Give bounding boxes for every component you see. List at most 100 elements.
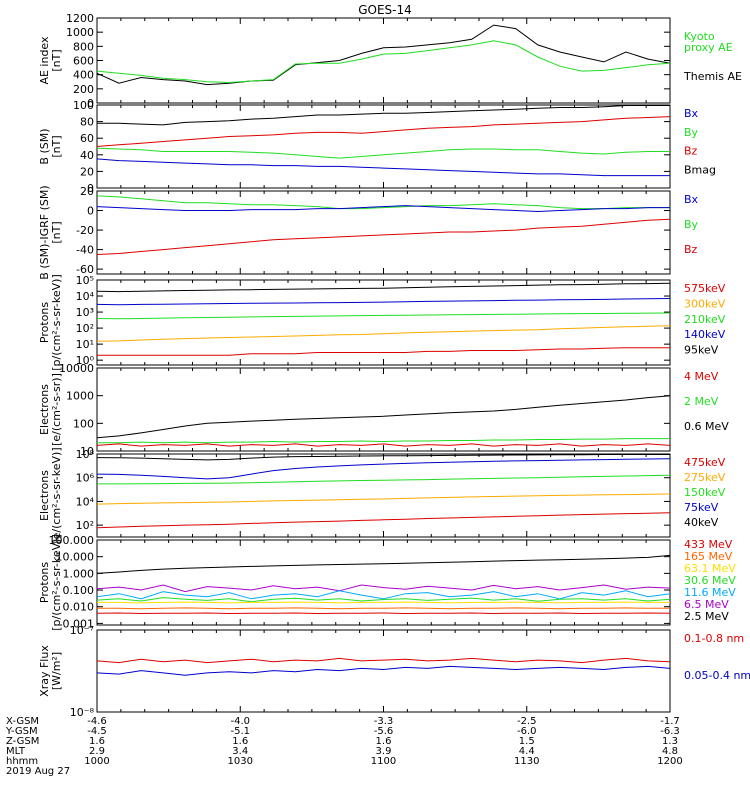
legend-entry: Bz bbox=[684, 145, 698, 158]
y-axis-label: [p/(cm²-s-sr-keV)] bbox=[50, 274, 63, 371]
y-tick-label: 100.000 bbox=[49, 534, 95, 547]
legend-entry: 165 MeV bbox=[684, 550, 733, 563]
legend-entry: 300keV bbox=[684, 297, 726, 310]
y-tick-label: 0.001 bbox=[63, 617, 95, 630]
series-line-40kev bbox=[96, 454, 670, 461]
y-tick-label: -60 bbox=[76, 263, 94, 276]
series-line-themis-ae bbox=[96, 24, 671, 86]
ephemeris-value: -2.5 bbox=[517, 716, 537, 727]
ephemeris-value: 1.6 bbox=[232, 736, 248, 747]
legend-entry: 0.6 MeV bbox=[684, 420, 729, 433]
series-line-165-mev bbox=[97, 607, 670, 610]
ephemeris-value: -6.3 bbox=[660, 726, 680, 737]
legend-entry: 40keV bbox=[684, 516, 719, 529]
series-line-0-05-0-4-nm bbox=[96, 665, 671, 676]
y-tick-label: 10⁸ bbox=[76, 448, 95, 461]
legend-entry: 210keV bbox=[684, 313, 726, 326]
y-axis-label: [nT] bbox=[50, 221, 63, 243]
series-line-bx bbox=[96, 205, 670, 213]
ephemeris-value: 1.6 bbox=[376, 736, 392, 747]
y-tick-label: 800 bbox=[73, 40, 94, 53]
series-line-by bbox=[96, 147, 670, 159]
y-tick-label: 1.000 bbox=[63, 567, 95, 580]
legend-entry: 95keV bbox=[684, 344, 719, 357]
legend-entry: 63.1 MeV bbox=[684, 562, 736, 575]
series-line-575kev bbox=[97, 347, 670, 356]
ephemeris-value: 1130 bbox=[514, 756, 539, 767]
y-tick-label: 1000 bbox=[66, 26, 94, 39]
series-line-bmag bbox=[97, 105, 670, 126]
ephemeris-value: -1.7 bbox=[660, 716, 680, 727]
y-tick-label: 10³ bbox=[76, 306, 94, 319]
series-line-75kev bbox=[96, 458, 671, 480]
series-line-bx bbox=[96, 158, 670, 177]
series-line-6-5-mev bbox=[96, 584, 671, 593]
y-tick-label: 10⁴ bbox=[76, 290, 95, 303]
legend-entry: 75keV bbox=[684, 501, 719, 514]
legend-entry: By bbox=[684, 218, 699, 231]
ephemeris-value: 1.5 bbox=[519, 736, 535, 747]
panel-protons-hi: 100.000 10.000 1.000 0.100 0.010 0.001 Protons… bbox=[38, 534, 736, 631]
y-axis-label: [nT] bbox=[50, 49, 63, 71]
ephemeris-value: -5.1 bbox=[230, 726, 250, 737]
y-tick-label: 10¹ bbox=[76, 338, 94, 351]
y-tick-label: -20 bbox=[76, 224, 94, 237]
ephemeris-value: 1.3 bbox=[662, 736, 678, 747]
ephemeris-value: -6.0 bbox=[517, 726, 537, 737]
legend-entry: 4 MeV bbox=[684, 370, 719, 383]
legend-entry: 30.6 MeV bbox=[684, 574, 736, 587]
legend-entry: By bbox=[684, 126, 699, 139]
legend-entry: Kyoto bbox=[684, 30, 715, 43]
legend-entry: Bz bbox=[684, 243, 698, 256]
legend-entry: 2.5 MeV bbox=[684, 610, 729, 623]
legend-entry: 140keV bbox=[684, 328, 726, 341]
y-axis-label: [p/(cm²-s-sr-keV)] bbox=[50, 534, 63, 631]
legend-entry: proxy AE bbox=[684, 41, 733, 54]
legend-entry: 2 MeV bbox=[684, 395, 719, 408]
ephemeris-value: 1000 bbox=[84, 756, 109, 767]
ephemeris-row-label: X-GSM bbox=[6, 716, 39, 727]
y-tick-label: 10⁵ bbox=[76, 274, 94, 287]
y-tick-label: 0.100 bbox=[63, 584, 95, 597]
y-tick-label: -40 bbox=[76, 244, 94, 257]
ephemeris-value: 1200 bbox=[657, 756, 682, 767]
series-line-63-1-mev bbox=[97, 601, 670, 604]
series-line-4-mev bbox=[96, 443, 671, 447]
ephemeris-value: 3.4 bbox=[232, 746, 248, 757]
panel-xray: 10⁻⁷ 10⁻⁸ Xray Flux [W/m²] 0.1-0.8 nm 0.05-0.… bbox=[38, 624, 750, 719]
y-tick-label: 1200 bbox=[66, 12, 94, 25]
y-tick-label: 10⁴ bbox=[76, 495, 95, 508]
legend-entry: 0.1-0.8 nm bbox=[684, 632, 744, 645]
y-tick-label: 400 bbox=[73, 69, 94, 82]
y-tick-label: 20 bbox=[80, 165, 94, 178]
legend-entry: 275keV bbox=[684, 471, 726, 484]
series-line-bz bbox=[96, 218, 671, 255]
y-tick-label: 200 bbox=[73, 83, 94, 96]
legend-entry: 150keV bbox=[684, 486, 726, 499]
legend-entry: Bx bbox=[684, 107, 699, 120]
ephemeris-value: 1.6 bbox=[89, 736, 105, 747]
ephemeris-row-label: MLT bbox=[6, 746, 26, 757]
y-tick-label: 10⁻⁷ bbox=[70, 624, 94, 637]
series-line-by bbox=[96, 195, 670, 210]
y-axis-label: B (SM) bbox=[38, 128, 51, 164]
ephemeris-value: 2.9 bbox=[89, 746, 105, 757]
ephemeris-value: -4.0 bbox=[230, 716, 250, 727]
ephemeris-value: -4.5 bbox=[87, 726, 107, 737]
y-axis-label: Xray Flux bbox=[38, 645, 51, 697]
y-tick-label: 10⁰ bbox=[76, 354, 95, 367]
legend-entry: Bx bbox=[684, 193, 699, 206]
legend-entry: 475keV bbox=[684, 456, 726, 469]
series-line-433-mev bbox=[96, 612, 671, 615]
series-line-475kev bbox=[96, 512, 671, 529]
ephemeris-value: 3.9 bbox=[376, 746, 392, 757]
series-line-11-6-mev bbox=[96, 590, 671, 600]
series-line-275kev bbox=[96, 493, 671, 505]
panel-electrons-lo: 10⁸ 10⁶ 10⁴ 10² Electrons [e/(cm²-s-sr-keV)] 4… bbox=[38, 447, 726, 543]
y-tick-label: 40 bbox=[80, 149, 94, 162]
y-tick-label: 100 bbox=[73, 99, 94, 112]
legend-entry: Bmag bbox=[684, 163, 716, 176]
y-tick-label: 1000 bbox=[66, 390, 94, 403]
